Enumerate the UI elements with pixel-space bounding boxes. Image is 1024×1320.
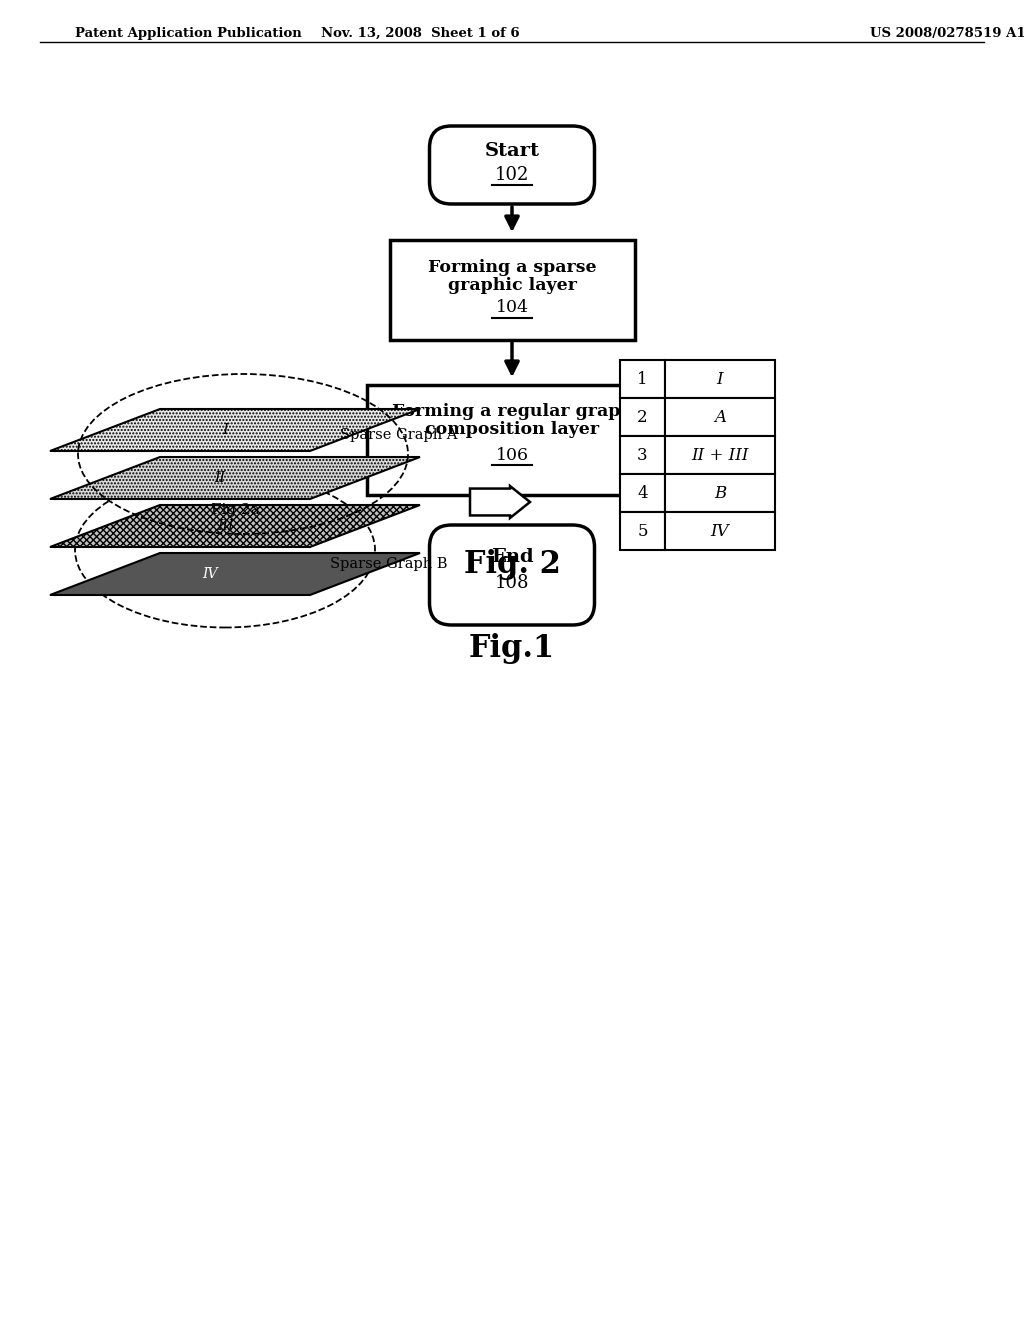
- Text: composition layer: composition layer: [425, 421, 599, 438]
- Text: Forming a sparse: Forming a sparse: [428, 260, 596, 276]
- Bar: [620, 360, 665, 399]
- Text: Forming a regular graph: Forming a regular graph: [391, 404, 633, 421]
- Text: End: End: [490, 548, 534, 566]
- Text: II: II: [214, 471, 225, 484]
- Text: 102: 102: [495, 166, 529, 183]
- Text: Fig 2a: Fig 2a: [211, 503, 259, 517]
- Text: 2: 2: [637, 408, 648, 425]
- Text: B: B: [714, 484, 726, 502]
- Bar: [665, 474, 775, 512]
- Text: III: III: [217, 519, 233, 533]
- Text: Fig 2b: Fig 2b: [673, 503, 722, 517]
- Bar: [620, 399, 665, 436]
- Text: 104: 104: [496, 300, 528, 317]
- Text: Start: Start: [484, 143, 540, 160]
- Bar: [620, 474, 665, 512]
- Bar: [665, 512, 775, 550]
- Text: 106: 106: [496, 446, 528, 463]
- Text: 1: 1: [637, 371, 648, 388]
- Bar: [367, 385, 657, 495]
- Polygon shape: [50, 506, 420, 546]
- Bar: [620, 512, 665, 550]
- Bar: [389, 240, 635, 341]
- Text: Sparse Graph A: Sparse Graph A: [340, 428, 458, 442]
- Text: Fig.1: Fig.1: [469, 632, 555, 664]
- Text: 5: 5: [637, 523, 648, 540]
- Text: I: I: [717, 371, 723, 388]
- Polygon shape: [50, 457, 420, 499]
- Polygon shape: [470, 486, 530, 517]
- Text: 4: 4: [637, 484, 648, 502]
- Polygon shape: [50, 409, 420, 451]
- Bar: [665, 399, 775, 436]
- Bar: [665, 360, 775, 399]
- Bar: [665, 436, 775, 474]
- FancyBboxPatch shape: [429, 125, 595, 205]
- Text: Sparse Graph B: Sparse Graph B: [330, 557, 447, 572]
- Polygon shape: [50, 553, 420, 595]
- Text: A: A: [714, 408, 726, 425]
- Bar: [620, 436, 665, 474]
- Text: 108: 108: [495, 574, 529, 591]
- Text: IV: IV: [203, 568, 218, 581]
- Text: Patent Application Publication: Patent Application Publication: [75, 26, 302, 40]
- Text: IV: IV: [711, 523, 729, 540]
- Text: graphic layer: graphic layer: [447, 277, 577, 294]
- FancyBboxPatch shape: [429, 525, 595, 624]
- Text: Fig. 2: Fig. 2: [464, 549, 560, 581]
- Text: Nov. 13, 2008  Sheet 1 of 6: Nov. 13, 2008 Sheet 1 of 6: [321, 26, 519, 40]
- Text: II + III: II + III: [691, 446, 749, 463]
- Text: US 2008/0278519 A1: US 2008/0278519 A1: [870, 26, 1024, 40]
- Text: 3: 3: [637, 446, 648, 463]
- Text: I: I: [222, 422, 228, 437]
